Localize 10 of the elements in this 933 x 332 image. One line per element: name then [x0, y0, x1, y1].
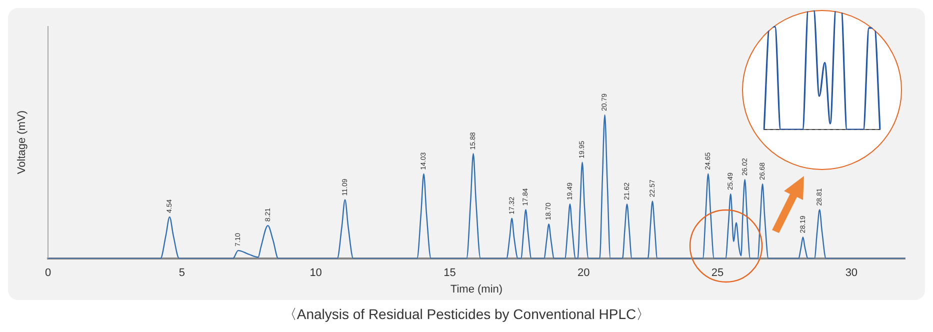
x-tick-label: 0	[44, 267, 52, 280]
y-axis-title: Voltage (mV)	[16, 110, 28, 174]
text: 〈Analysis of Residual Pesticides by Conventional HPLC〉	[282, 306, 652, 324]
x-tick-label: 30	[845, 267, 858, 280]
x-tick-label: 20	[578, 267, 590, 280]
x-tick-label: 5	[178, 267, 185, 280]
x-axis-title: Time (min)	[450, 283, 503, 296]
x-tick-label: 15	[444, 267, 456, 280]
x-tick-label: 25	[711, 267, 724, 280]
x-tick-label: 10	[310, 267, 322, 280]
